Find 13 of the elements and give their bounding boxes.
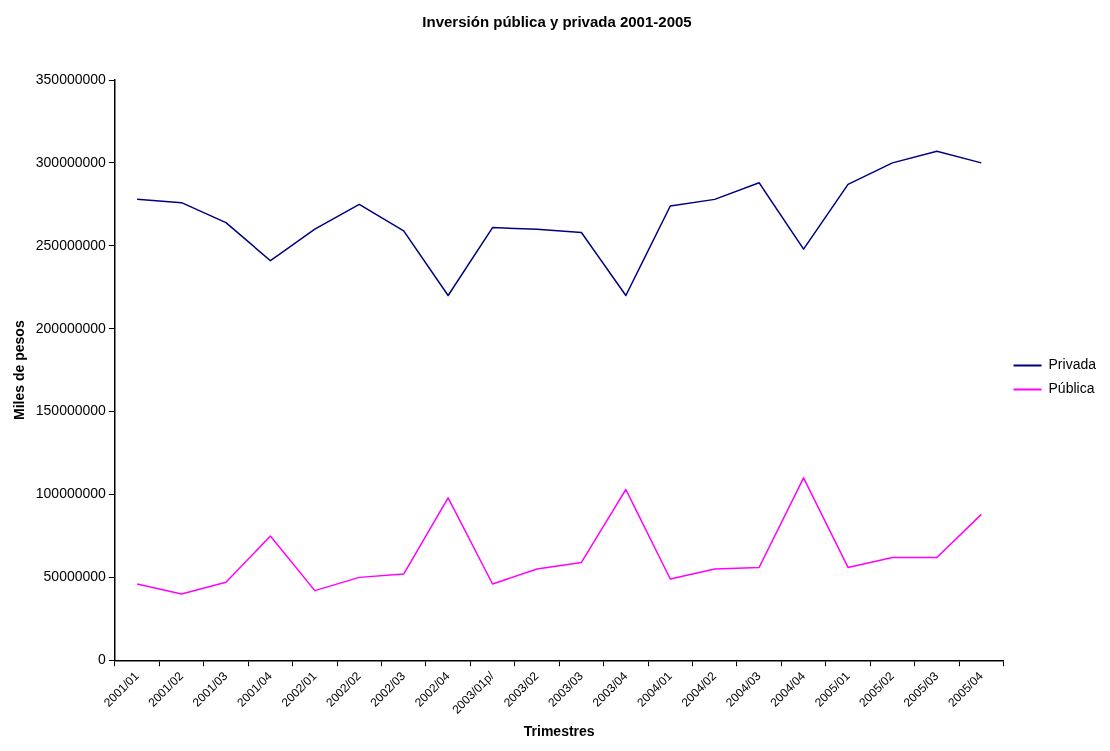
legend-label: Pública <box>1048 380 1095 397</box>
y-tick-label: 100000000 <box>35 485 107 502</box>
y-tick-label: 250000000 <box>35 236 107 253</box>
y-tick-label: 200000000 <box>35 319 107 336</box>
y-tick-label: 150000000 <box>35 402 107 419</box>
chart-title: Inversión pública y privada 2001-2005 <box>422 13 692 31</box>
y-axis-title: Miles de pesos <box>11 320 28 420</box>
y-tick-label: 0 <box>98 651 107 668</box>
y-tick-label: 50000000 <box>43 568 107 585</box>
x-axis-title: Trimestres <box>523 723 595 740</box>
y-tick-label: 350000000 <box>35 70 107 87</box>
y-tick-label: 300000000 <box>35 153 107 170</box>
legend-label: Privada <box>1048 356 1097 373</box>
